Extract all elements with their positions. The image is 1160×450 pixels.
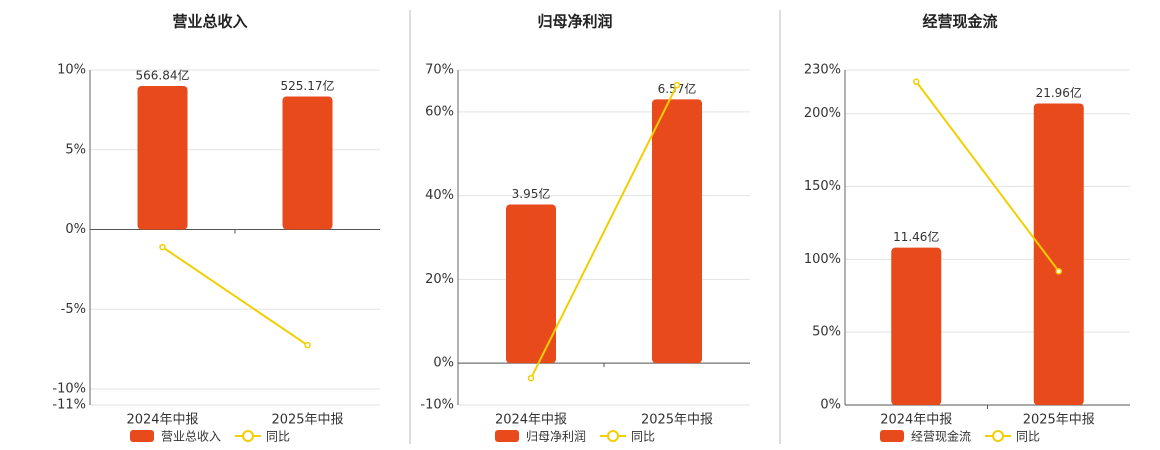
y-tick-label: 0% — [820, 398, 841, 413]
legend-swatch — [880, 430, 904, 442]
y-tick-label: 70% — [425, 63, 454, 78]
value-label: 566.84亿 — [136, 67, 190, 82]
y-tick-label: 230% — [804, 63, 841, 78]
point — [673, 81, 681, 89]
x-tick-label: 2025年中报 — [1023, 413, 1095, 428]
y-tick-label: 60% — [425, 104, 454, 119]
x-tick-label: 2024年中报 — [880, 413, 952, 428]
bar — [506, 204, 556, 364]
bar — [891, 247, 942, 405]
legend-label: 经营现金流 — [911, 429, 971, 444]
y-tick-label: -10% — [52, 382, 86, 397]
y-tick-label: 200% — [804, 106, 841, 121]
point — [527, 374, 535, 382]
legend-swatch — [130, 430, 154, 442]
y-tick-label: 10% — [57, 63, 86, 78]
bar — [652, 99, 702, 364]
y-tick-label: 0% — [433, 356, 454, 371]
chart-title: 归母净利润 — [537, 13, 612, 31]
y-tick-label: -11% — [52, 398, 86, 413]
bar — [282, 96, 333, 230]
legend-label: 同比 — [1016, 430, 1040, 444]
x-tick-label: 2025年中报 — [641, 413, 713, 428]
bar — [137, 85, 188, 230]
y-tick-label: 20% — [425, 272, 454, 287]
point — [159, 243, 166, 251]
value-label: 3.95亿 — [512, 186, 551, 201]
point — [913, 78, 920, 85]
x-tick-label: 2024年中报 — [126, 413, 198, 428]
y-tick-label: 0% — [65, 222, 86, 237]
y-tick-label: 150% — [804, 179, 841, 194]
point — [304, 341, 311, 349]
x-tick-label: 2025年中报 — [271, 413, 343, 428]
value-label: 11.46亿 — [893, 229, 939, 244]
chart-title: 营业总收入 — [172, 13, 247, 31]
y-tick-label: 50% — [812, 325, 841, 340]
bar — [1033, 103, 1084, 405]
y-tick-label: 100% — [804, 252, 841, 267]
y-tick-label: 5% — [65, 142, 86, 157]
y-tick-label: -5% — [61, 302, 86, 317]
legend-swatch — [495, 430, 519, 442]
point — [1055, 268, 1062, 275]
legend-label: 营业总收入 — [161, 430, 221, 444]
line — [530, 84, 678, 379]
chart-title: 经营现金流 — [922, 13, 997, 31]
value-label: 525.17亿 — [281, 78, 335, 93]
y-tick-label: -10% — [420, 398, 454, 413]
legend-swatch — [992, 430, 1005, 442]
legend-label: 同比 — [266, 430, 290, 444]
legend-label: 归母净利润 — [526, 430, 586, 444]
line — [915, 81, 1060, 272]
y-tick-label: 40% — [425, 188, 454, 203]
legend-label: 同比 — [631, 430, 655, 444]
value-label: 21.96亿 — [1036, 85, 1082, 100]
legend-swatch — [242, 430, 255, 442]
legend-swatch — [607, 430, 620, 442]
x-tick-label: 2024年中报 — [495, 413, 567, 428]
line — [161, 246, 309, 347]
